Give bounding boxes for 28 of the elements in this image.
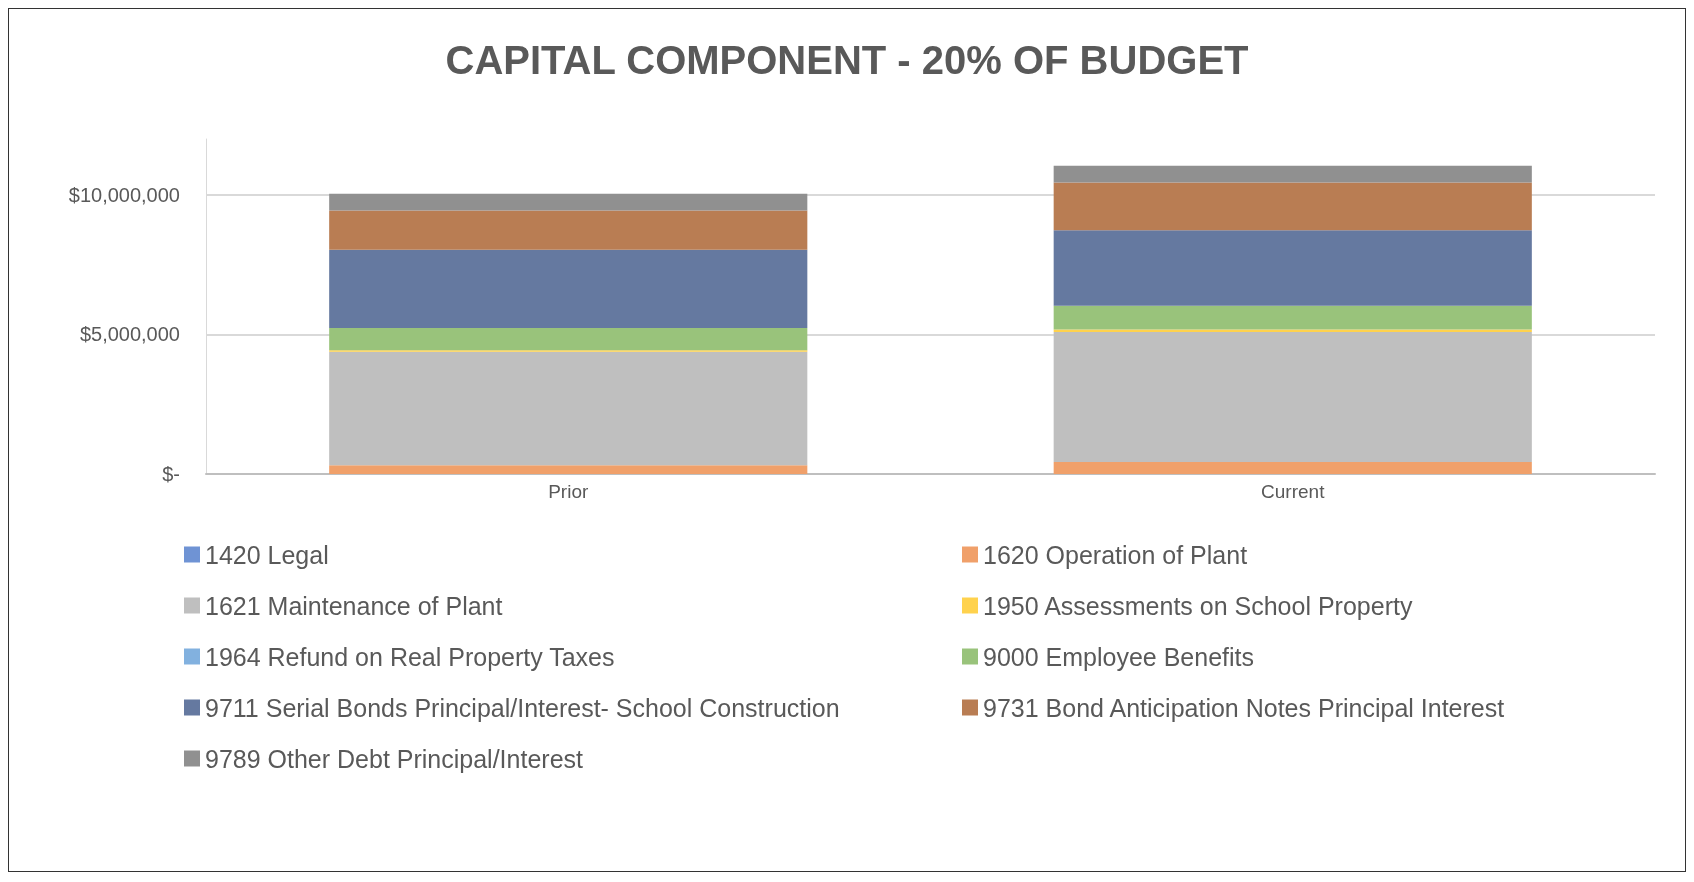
legend-label: 9000 Employee Benefits: [983, 642, 1255, 671]
chart-title: CAPITAL COMPONENT - 20% OF BUDGET: [445, 38, 1249, 82]
bar: [1053, 331, 1532, 462]
y-tick-label: $-: [162, 463, 180, 485]
x-tick-label: Current: [1261, 481, 1326, 502]
bar: [1053, 230, 1532, 306]
bar: [1053, 182, 1532, 231]
legend-label: 9731 Bond Anticipation Notes Principal Interest: [983, 693, 1505, 722]
legend-label: 1621 Maintenance of Plant: [205, 591, 503, 620]
y-tick-label: $10,000,000: [68, 183, 180, 206]
bar: [329, 351, 808, 466]
bar: [329, 249, 808, 328]
bar: [1053, 462, 1532, 474]
bar: [329, 193, 808, 211]
bar: [329, 210, 808, 250]
legend-label: 1964 Refund on Real Property Taxes: [205, 642, 615, 671]
bar: [1053, 305, 1532, 330]
legend-label: 1620 Operation of Plant: [983, 540, 1248, 569]
legend-label: 1420 Legal: [205, 540, 329, 569]
bar: [1053, 165, 1532, 183]
y-tick-label: $5,000,000: [79, 323, 180, 346]
bar: [1053, 329, 1532, 332]
bar: [329, 328, 808, 351]
x-tick-label: Prior: [548, 481, 589, 502]
legend-label: 1950 Assessments on School Property: [983, 591, 1413, 620]
bar: [329, 465, 808, 474]
legend-label: 9711 Serial Bonds Principal/Interest- School Construction: [205, 693, 840, 722]
legend-label: 9789 Other Debt Principal/Interest: [205, 744, 584, 773]
